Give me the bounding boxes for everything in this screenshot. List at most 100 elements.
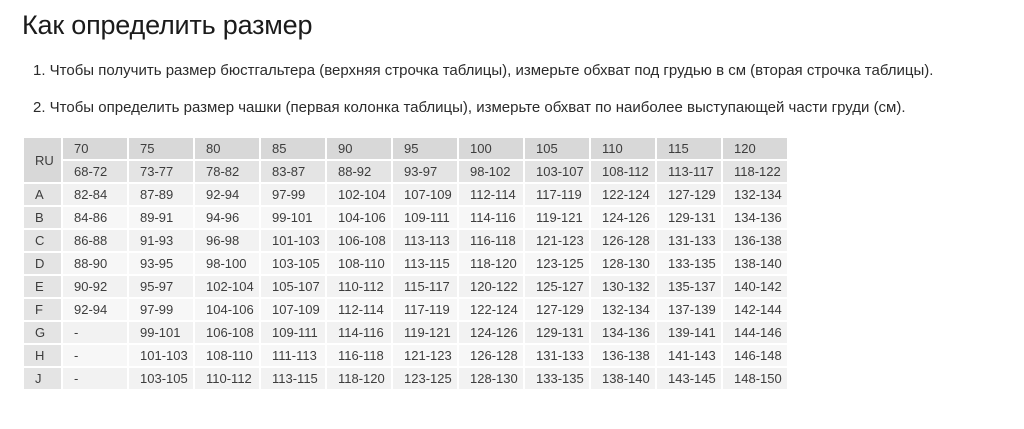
band-size-cell: 95 xyxy=(391,136,459,161)
size-value-cell: 123-125 xyxy=(523,251,591,276)
instruction-item-2: 2. Чтобы определить размер чашки (первая… xyxy=(33,99,906,116)
size-value-cell: 105-107 xyxy=(259,274,327,299)
size-value-cell: 107-109 xyxy=(259,297,327,322)
size-value-cell: 130-132 xyxy=(589,274,657,299)
size-value-cell: 93-95 xyxy=(127,251,195,276)
size-value-cell: 116-118 xyxy=(457,228,525,253)
size-value-cell: 133-135 xyxy=(655,251,723,276)
band-size-cell: 105 xyxy=(523,136,591,161)
size-value-cell: 128-130 xyxy=(589,251,657,276)
page-title: Как определить размер xyxy=(22,10,313,40)
size-value-cell: 118-120 xyxy=(325,366,393,391)
size-value-cell: 146-148 xyxy=(721,343,789,368)
cup-label-cell: E xyxy=(22,274,63,299)
size-value-cell: - xyxy=(61,366,129,391)
cup-label-cell: F xyxy=(22,297,63,322)
size-value-cell: 142-144 xyxy=(721,297,789,322)
size-value-cell: 103-105 xyxy=(127,366,195,391)
size-value-cell: 90-92 xyxy=(61,274,129,299)
size-table-head: RU 70 75 80 85 90 95 100 105 110 115 120 68-72 73-77 7… xyxy=(22,136,789,184)
size-table: RU 70 75 80 85 90 95 100 105 110 115 120 68-72 73-77 7… xyxy=(22,136,789,391)
size-value-cell: 132-134 xyxy=(589,297,657,322)
size-value-cell: 133-135 xyxy=(523,366,591,391)
band-size-cell: 120 xyxy=(721,136,789,161)
size-value-cell: 127-129 xyxy=(655,182,723,207)
size-value-cell: 138-140 xyxy=(589,366,657,391)
band-size-row: RU 70 75 80 85 90 95 100 105 110 115 120 xyxy=(22,136,789,184)
cup-label-cell: C xyxy=(22,228,63,253)
size-value-cell: 131-133 xyxy=(523,343,591,368)
band-size-cell: 90 xyxy=(325,136,393,161)
cup-size-row-F: F 92-94 97-99 104-106 107-109 112-114 117-119 1… xyxy=(22,297,789,322)
cup-size-row-A: A 82-84 87-89 92-94 97-99 102-104 107-109 112-1… xyxy=(22,182,789,207)
size-value-cell: 135-137 xyxy=(655,274,723,299)
cup-size-row-C: C 86-88 91-93 96-98 101-103 106-108 113-113 116… xyxy=(22,228,789,253)
size-value-cell: 89-91 xyxy=(127,205,195,230)
size-value-cell: 109-111 xyxy=(391,205,459,230)
size-value-cell: 106-108 xyxy=(193,320,261,345)
size-value-cell: 101-103 xyxy=(127,343,195,368)
size-value-cell: 126-128 xyxy=(589,228,657,253)
underbust-range-cell: 108-112 xyxy=(589,159,657,184)
underbust-range-cell: 93-97 xyxy=(391,159,459,184)
size-value-cell: 123-125 xyxy=(391,366,459,391)
size-value-cell: 121-123 xyxy=(391,343,459,368)
size-value-cell: 118-120 xyxy=(457,251,525,276)
instruction-item-1: 1. Чтобы получить размер бюстгальтера (в… xyxy=(33,62,934,79)
size-value-cell: 109-111 xyxy=(259,320,327,345)
size-value-cell: 124-126 xyxy=(457,320,525,345)
size-value-cell: 112-114 xyxy=(325,297,393,322)
size-value-cell: 95-97 xyxy=(127,274,195,299)
size-value-cell: 114-116 xyxy=(457,205,525,230)
cup-size-row-E: E 90-92 95-97 102-104 105-107 110-112 115-117 1… xyxy=(22,274,789,299)
size-value-cell: 97-99 xyxy=(127,297,195,322)
cup-size-row-B: B 84-86 89-91 94-96 99-101 104-106 109-111 114-… xyxy=(22,205,789,230)
band-size-cell: 80 xyxy=(193,136,261,161)
size-value-cell: 136-138 xyxy=(589,343,657,368)
size-value-cell: 88-90 xyxy=(61,251,129,276)
underbust-range-cell: 98-102 xyxy=(457,159,525,184)
band-size-cell: 115 xyxy=(655,136,723,161)
size-value-cell: 122-124 xyxy=(457,297,525,322)
size-value-cell: 117-119 xyxy=(523,182,591,207)
size-value-cell: 136-138 xyxy=(721,228,789,253)
size-table-body: A 82-84 87-89 92-94 97-99 102-104 107-109 112-1… xyxy=(22,182,789,391)
size-value-cell: 129-131 xyxy=(655,205,723,230)
size-value-cell: 126-128 xyxy=(457,343,525,368)
size-value-cell: 99-101 xyxy=(259,205,327,230)
underbust-range-cell: 83-87 xyxy=(259,159,327,184)
band-size-cell: 100 xyxy=(457,136,525,161)
size-value-cell: 113-115 xyxy=(391,251,459,276)
size-value-cell: 120-122 xyxy=(457,274,525,299)
band-size-cell: 70 xyxy=(61,136,129,161)
size-value-cell: 113-113 xyxy=(391,228,459,253)
size-value-cell: 132-134 xyxy=(721,182,789,207)
size-value-cell: 82-84 xyxy=(61,182,129,207)
size-value-cell: 117-119 xyxy=(391,297,459,322)
size-value-cell: 86-88 xyxy=(61,228,129,253)
size-value-cell: 112-114 xyxy=(457,182,525,207)
size-value-cell: 128-130 xyxy=(457,366,525,391)
size-value-cell: 143-145 xyxy=(655,366,723,391)
size-value-cell: 129-131 xyxy=(523,320,591,345)
underbust-range-cell: 103-107 xyxy=(523,159,591,184)
size-value-cell: 137-139 xyxy=(655,297,723,322)
size-value-cell: 104-106 xyxy=(193,297,261,322)
cup-label-cell: H xyxy=(22,343,63,368)
size-value-cell: 98-100 xyxy=(193,251,261,276)
size-value-cell: 92-94 xyxy=(61,297,129,322)
size-value-cell: 102-104 xyxy=(325,182,393,207)
size-value-cell: 115-117 xyxy=(391,274,459,299)
size-value-cell: 116-118 xyxy=(325,343,393,368)
cup-label-cell: J xyxy=(22,366,63,391)
size-value-cell: 94-96 xyxy=(193,205,261,230)
band-size-cell: 75 xyxy=(127,136,195,161)
size-value-cell: 110-112 xyxy=(325,274,393,299)
size-value-cell: 101-103 xyxy=(259,228,327,253)
cup-size-row-J: J -103-105 110-112 113-115 118-120 123-125 128… xyxy=(22,366,789,391)
size-value-cell: 121-123 xyxy=(523,228,591,253)
cup-label-cell: G xyxy=(22,320,63,345)
size-value-cell: 114-116 xyxy=(325,320,393,345)
size-value-cell: 127-129 xyxy=(523,297,591,322)
